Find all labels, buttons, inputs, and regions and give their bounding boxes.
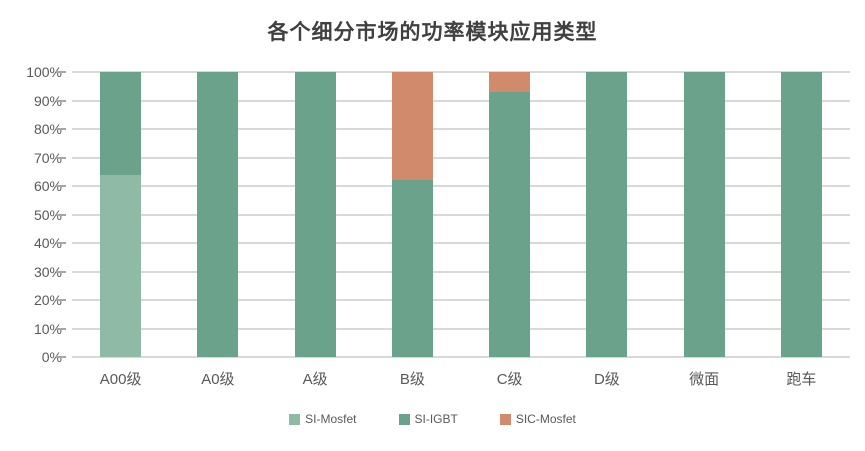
legend-label: SI-Mosfet	[305, 412, 357, 426]
x-axis-label: B级	[399, 371, 425, 388]
gridline	[72, 185, 850, 187]
gridline	[72, 156, 850, 159]
y-axis-tick	[56, 71, 66, 73]
x-axis-label: 微面	[689, 371, 720, 388]
bar-segment-SI-IGBT	[489, 91, 531, 357]
gridline	[72, 356, 850, 358]
bar-segment-SI-IGBT	[391, 180, 433, 357]
y-axis-label: 20%	[33, 292, 62, 308]
y-axis-label: 10%	[33, 320, 62, 337]
y-axis-label: 100%	[26, 64, 62, 80]
bar-stack-C级	[489, 72, 531, 357]
y-axis-label: 0%	[41, 349, 62, 365]
y-axis: 100% 90% 80% 70% 60% 50% 40% 30% 20% 10% 0%	[0, 64, 62, 365]
bar-stack-跑车	[780, 72, 822, 357]
bars-row	[72, 72, 850, 357]
bar-segment-SIC-Mosfet	[489, 72, 531, 92]
bar-stack-A级	[294, 72, 336, 357]
legend: SI-Mosfet SI-IGBT SIC-Mosfet	[0, 412, 865, 426]
y-axis-tick	[56, 99, 66, 102]
bar-stack-A00级	[100, 72, 142, 357]
gridline	[72, 213, 850, 216]
y-axis-tick	[56, 299, 66, 301]
y-axis-tick	[56, 156, 66, 159]
legend-swatch	[289, 413, 301, 425]
y-axis-tick	[56, 128, 66, 130]
bar-stack-A0级	[197, 72, 239, 357]
gridline	[72, 299, 850, 301]
gridline	[72, 99, 850, 102]
y-axis-label: 30%	[33, 263, 62, 280]
bar-segment-SI-IGBT	[294, 72, 336, 357]
bar-stack-B级	[391, 72, 433, 357]
y-axis-tick	[56, 185, 66, 187]
bar-segment-SI-IGBT	[683, 72, 725, 357]
y-axis-tick	[56, 213, 66, 216]
bar-segment-SIC-Mosfet	[391, 72, 433, 181]
y-axis-tick	[56, 270, 66, 273]
legend-item-SIC-Mosfet: SIC-Mosfet	[499, 412, 576, 426]
gridline	[72, 327, 850, 330]
legend-label: SIC-Mosfet	[515, 412, 576, 426]
plot-area	[56, 71, 850, 358]
bar-stack-微面	[683, 72, 725, 357]
x-axis: A00级 A0级 A级 B级 C级 D级 微面 跑车	[72, 368, 850, 389]
x-axis-label: A级	[302, 371, 328, 388]
bar-segment-SI-IGBT	[100, 72, 142, 175]
chart-title: 各个细分市场的功率模块应用类型	[267, 21, 598, 44]
x-axis-label: 跑车	[786, 371, 817, 388]
legend-item-SI-IGBT: SI-IGBT	[398, 412, 458, 426]
y-axis-label: 50%	[33, 206, 62, 223]
y-axis-tick	[56, 356, 66, 358]
gridline	[72, 270, 850, 273]
x-axis-label: A00级	[99, 371, 142, 388]
bar-segment-SI-IGBT	[586, 72, 628, 357]
legend-swatch	[398, 413, 410, 425]
y-axis-tick	[56, 327, 66, 330]
bar-stack-D级	[586, 72, 628, 357]
legend-item-SI-Mosfet: SI-Mosfet	[289, 412, 357, 426]
y-axis-label: 60%	[33, 178, 62, 194]
x-axis-label: C级	[496, 371, 523, 388]
gridline	[72, 242, 850, 244]
y-axis-tick	[56, 242, 66, 244]
gridline	[72, 128, 850, 130]
y-axis-label: 80%	[33, 121, 62, 137]
gridline	[72, 71, 850, 73]
y-axis-label: 90%	[33, 92, 62, 109]
y-axis-label: 70%	[33, 149, 62, 166]
x-axis-label: A0级	[201, 371, 235, 388]
bar-segment-SI-IGBT	[780, 72, 822, 357]
x-axis-label: D级	[593, 371, 620, 388]
bar-segment-SI-IGBT	[197, 72, 239, 357]
bar-segment-SI-Mosfet	[100, 174, 142, 357]
legend-swatch	[499, 413, 511, 425]
y-axis-label: 40%	[33, 235, 62, 251]
legend-label: SI-IGBT	[414, 412, 458, 426]
